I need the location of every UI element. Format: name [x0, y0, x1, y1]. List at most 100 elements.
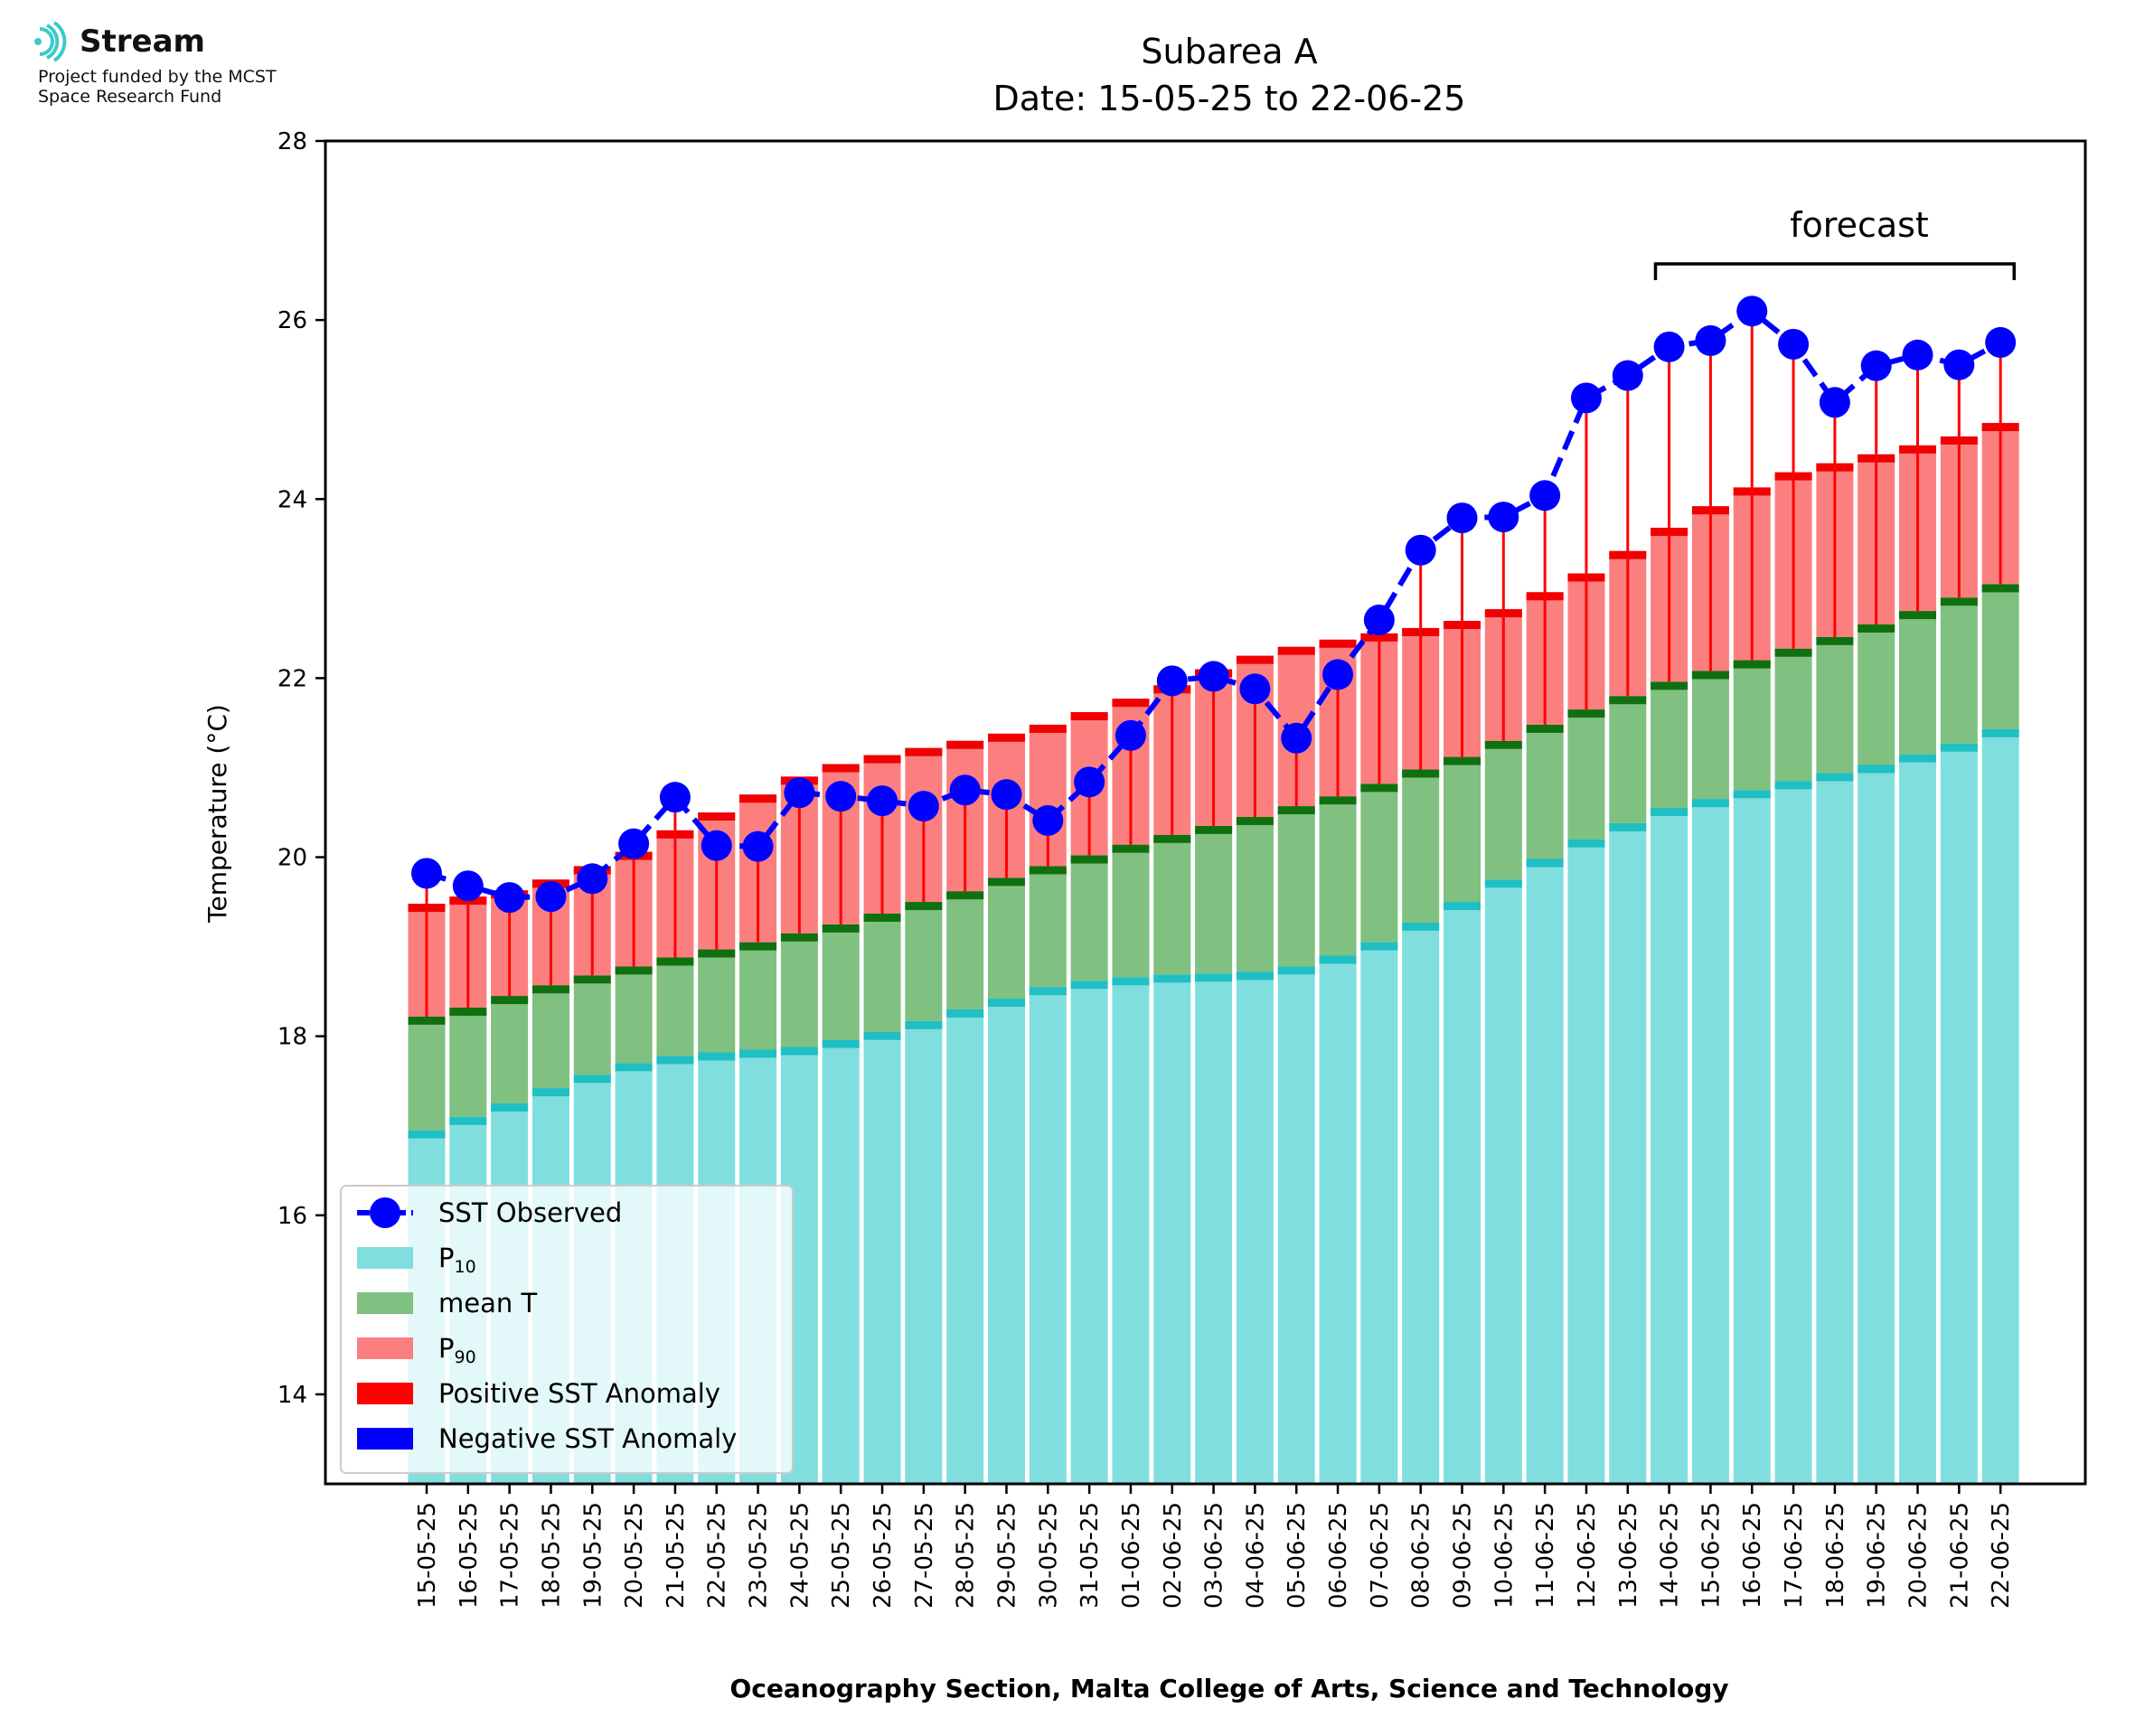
bar-mean: [1899, 611, 1937, 755]
bar-mean: [531, 985, 569, 1089]
legend-swatch: [357, 1292, 413, 1314]
bar-mean-cap: [1153, 834, 1191, 843]
bar-p10-cap: [1360, 942, 1398, 951]
bar-mean: [1153, 834, 1191, 975]
sst-point: [1115, 719, 1146, 751]
sst-point: [742, 830, 774, 862]
bar-p10-cap: [1402, 922, 1440, 931]
bar-p90-cap: [946, 740, 984, 749]
x-tick-label: 08-06-25: [1408, 1502, 1435, 1609]
x-tick-label: 31-05-25: [1077, 1502, 1104, 1609]
bar-mean: [1360, 784, 1398, 943]
legend-swatch: [357, 1337, 413, 1359]
sst-point: [452, 870, 484, 902]
sst-point: [867, 785, 898, 817]
bar-p10: [1940, 743, 1978, 1483]
bar-mean-cap: [1981, 584, 2019, 593]
y-tick-label: 20: [277, 845, 307, 872]
bar-p10-cap: [1899, 754, 1937, 763]
x-tick-label: 25-05-25: [828, 1502, 855, 1609]
x-axis-label: Oceanography Section, Malta College of A…: [729, 1674, 1728, 1703]
bar-p10-cap: [1816, 773, 1854, 782]
sst-point: [411, 858, 442, 889]
bar-p10-cap: [739, 1049, 777, 1058]
bar-mean-cap: [1651, 681, 1688, 690]
bar-p10: [1070, 981, 1108, 1483]
bar-p10-cap: [698, 1052, 736, 1061]
x-tick-label: 10-06-25: [1491, 1502, 1518, 1609]
sst-point: [1736, 296, 1768, 327]
sst-point: [1488, 502, 1519, 533]
bar-p90-cap: [863, 755, 901, 764]
bar-p10-cap: [1277, 966, 1315, 975]
bar-p10-cap: [946, 1009, 984, 1018]
bar-p10: [987, 999, 1025, 1483]
forecast-bracket: forecast: [1653, 205, 2017, 280]
bar-p10-cap: [987, 999, 1025, 1008]
bar-mean-cap: [1858, 624, 1895, 633]
bar-p10-cap: [1484, 879, 1522, 888]
bar-p10-cap: [1940, 743, 1978, 752]
logo-caption-line1: Project funded by the MCST: [38, 67, 277, 87]
sst-series-layer: [411, 296, 2017, 914]
bar-p10-cap: [1112, 977, 1150, 986]
bar-mean: [449, 1007, 487, 1117]
bar-mean: [615, 966, 653, 1064]
bar-mean: [1816, 636, 1854, 774]
x-tick-label: 17-05-25: [497, 1502, 524, 1609]
bar-p10-cap: [1567, 839, 1605, 848]
bar-p10: [1360, 942, 1398, 1483]
logo-name: Stream: [80, 23, 205, 60]
bar-p10: [1609, 822, 1647, 1483]
bar-mean: [1774, 648, 1812, 782]
bar-mean-cap: [1567, 709, 1605, 718]
forecast-label: forecast: [1790, 205, 1929, 245]
bar-mean-cap: [1236, 816, 1274, 825]
bar-p90-cap: [1236, 655, 1274, 664]
sst-point: [1198, 661, 1229, 692]
bar-mean-cap: [780, 933, 818, 942]
y-tick-label: 18: [277, 1024, 307, 1051]
y-tick-label: 14: [277, 1382, 307, 1409]
bar-p10-cap: [1733, 790, 1771, 799]
bar-mean: [1940, 597, 1978, 744]
bar-p10-cap: [780, 1046, 818, 1056]
x-tick-label: 09-06-25: [1450, 1502, 1477, 1609]
bar-p10-cap: [1153, 974, 1191, 983]
bar-mean-cap: [1526, 724, 1564, 733]
bar-mean: [1651, 681, 1688, 809]
x-tick-label: 04-06-25: [1242, 1502, 1269, 1609]
bar-mean-cap: [615, 966, 653, 975]
bar-mean-cap: [1195, 825, 1233, 834]
bar-mean-cap: [1360, 784, 1398, 793]
bar-mean-cap: [1277, 806, 1315, 815]
bar-mean-cap: [1484, 740, 1522, 749]
x-tick-label: 29-05-25: [993, 1502, 1021, 1609]
x-tick-label: 19-06-25: [1864, 1502, 1891, 1609]
bar-mean: [1070, 855, 1108, 981]
sst-point: [535, 881, 567, 913]
legend-swatch: [357, 1247, 413, 1269]
bar-mean-cap: [573, 975, 611, 984]
bar-mean: [1236, 816, 1274, 972]
bar-p10: [1526, 859, 1564, 1483]
bar-p10-cap: [822, 1039, 860, 1048]
bar-mean: [1981, 584, 2019, 729]
x-tick-label: 13-06-25: [1615, 1502, 1642, 1609]
bar-mean-cap: [863, 913, 901, 922]
bar-mean-cap: [656, 957, 694, 966]
bar-mean-cap: [1029, 866, 1067, 875]
bar-p10: [1484, 879, 1522, 1483]
bar-mean: [491, 996, 529, 1103]
x-tick-label: 19-05-25: [579, 1502, 607, 1609]
x-tick-label: 22-05-25: [704, 1502, 731, 1609]
bar-p90-cap: [1112, 699, 1150, 708]
y-tick-label: 16: [277, 1203, 307, 1230]
sst-point: [1695, 324, 1726, 356]
y-axis-label: Temperature (°C): [202, 704, 232, 924]
bar-p10-cap: [863, 1031, 901, 1040]
bar-p10: [1402, 922, 1440, 1483]
bar-mean: [822, 924, 860, 1040]
bar-p10-cap: [656, 1056, 694, 1065]
